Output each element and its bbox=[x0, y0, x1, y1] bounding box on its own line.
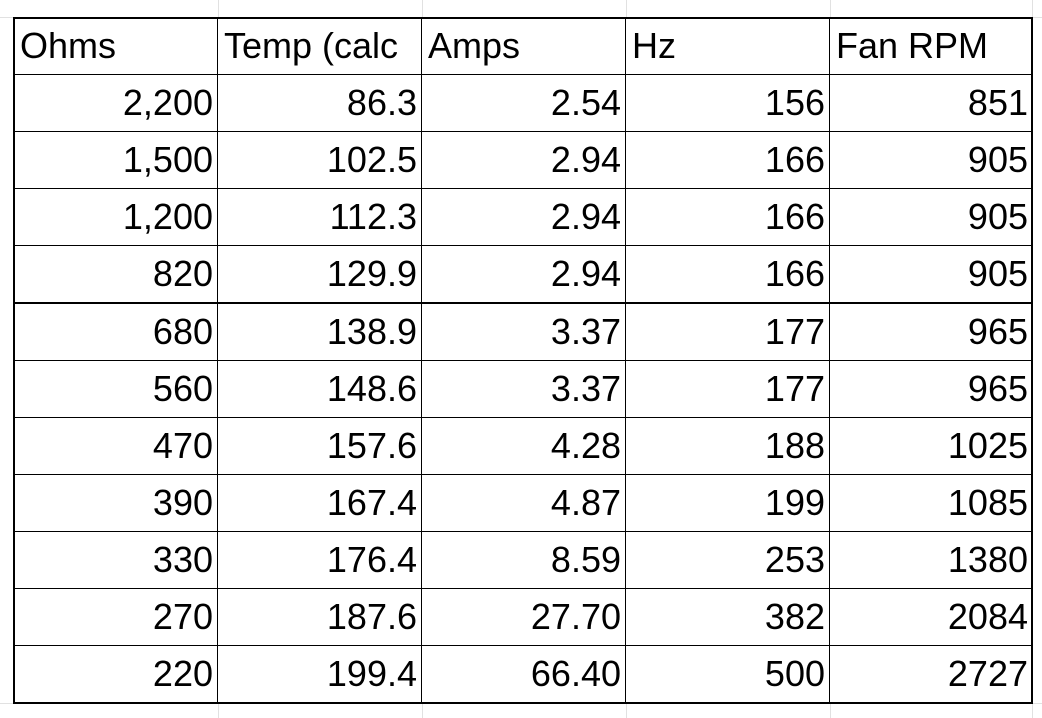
cell[interactable]: 177 bbox=[625, 359, 830, 418]
cell[interactable]: 2727 bbox=[829, 645, 1033, 704]
cell[interactable]: 177 bbox=[625, 302, 830, 361]
cell[interactable]: 965 bbox=[829, 359, 1033, 418]
cell[interactable]: 199 bbox=[625, 473, 830, 532]
cell[interactable]: 390 bbox=[13, 473, 218, 532]
header-cell[interactable]: Amps bbox=[421, 17, 626, 76]
cell[interactable]: 166 bbox=[625, 245, 830, 304]
cell[interactable]: 199.4 bbox=[217, 645, 422, 704]
cell[interactable]: 2.94 bbox=[421, 188, 626, 247]
cell[interactable]: 1025 bbox=[829, 416, 1033, 475]
cell[interactable]: 470 bbox=[13, 416, 218, 475]
cell[interactable]: 382 bbox=[625, 588, 830, 647]
cell[interactable]: 188 bbox=[625, 416, 830, 475]
header-cell[interactable]: Ohms bbox=[13, 17, 218, 76]
cell[interactable]: 330 bbox=[13, 530, 218, 589]
cell[interactable]: 187.6 bbox=[217, 588, 422, 647]
cell[interactable]: 220 bbox=[13, 645, 218, 704]
cell[interactable]: 3.37 bbox=[421, 302, 626, 361]
cell[interactable]: 156 bbox=[625, 74, 830, 133]
cell[interactable]: 820 bbox=[13, 245, 218, 304]
cell[interactable]: 138.9 bbox=[217, 302, 422, 361]
cell[interactable]: 500 bbox=[625, 645, 830, 704]
cell[interactable]: 965 bbox=[829, 302, 1033, 361]
cell[interactable]: 86.3 bbox=[217, 74, 422, 133]
cell[interactable]: 166 bbox=[625, 131, 830, 190]
cell[interactable]: 112.3 bbox=[217, 188, 422, 247]
cell[interactable]: 2,200 bbox=[13, 74, 218, 133]
cell[interactable]: 157.6 bbox=[217, 416, 422, 475]
cell[interactable]: 1380 bbox=[829, 530, 1033, 589]
cell[interactable]: 4.28 bbox=[421, 416, 626, 475]
cell[interactable]: 270 bbox=[13, 588, 218, 647]
cell[interactable]: 2084 bbox=[829, 588, 1033, 647]
cell[interactable]: 2.54 bbox=[421, 74, 626, 133]
cell[interactable]: 905 bbox=[829, 245, 1033, 304]
cell[interactable]: 66.40 bbox=[421, 645, 626, 704]
cell[interactable]: 851 bbox=[829, 74, 1033, 133]
cell[interactable]: 27.70 bbox=[421, 588, 626, 647]
cell[interactable]: 148.6 bbox=[217, 359, 422, 418]
cell[interactable]: 167.4 bbox=[217, 473, 422, 532]
cell[interactable]: 166 bbox=[625, 188, 830, 247]
cell[interactable]: 253 bbox=[625, 530, 830, 589]
cell[interactable]: 560 bbox=[13, 359, 218, 418]
cell[interactable]: 2.94 bbox=[421, 131, 626, 190]
cell[interactable]: 1085 bbox=[829, 473, 1033, 532]
cell[interactable]: 4.87 bbox=[421, 473, 626, 532]
cell[interactable]: 1,500 bbox=[13, 131, 218, 190]
cell[interactable]: 680 bbox=[13, 302, 218, 361]
cell[interactable]: 102.5 bbox=[217, 131, 422, 190]
cell[interactable]: 905 bbox=[829, 188, 1033, 247]
cell[interactable]: 176.4 bbox=[217, 530, 422, 589]
cell[interactable]: 8.59 bbox=[421, 530, 626, 589]
cell[interactable]: 2.94 bbox=[421, 245, 626, 304]
cell[interactable]: 1,200 bbox=[13, 188, 218, 247]
cell[interactable]: 129.9 bbox=[217, 245, 422, 304]
cell[interactable]: 905 bbox=[829, 131, 1033, 190]
header-cell[interactable]: Fan RPM bbox=[829, 17, 1033, 76]
header-cell[interactable]: Hz bbox=[625, 17, 830, 76]
cell[interactable]: 3.37 bbox=[421, 359, 626, 418]
header-cell[interactable]: Temp (calc bbox=[217, 17, 422, 76]
